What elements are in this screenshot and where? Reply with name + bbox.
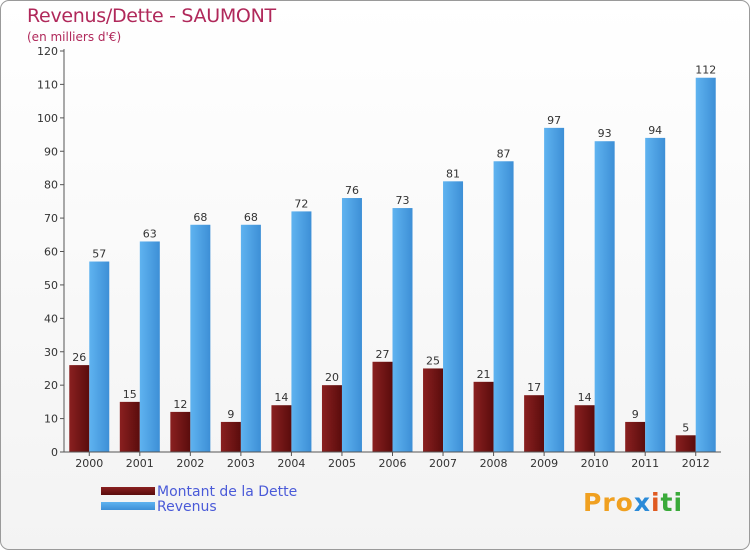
bar-revenus (594, 141, 615, 452)
bar-revenus (89, 261, 110, 452)
chart-title: Revenus/Dette - SAUMONT (27, 5, 276, 27)
data-label-dette: 27 (376, 348, 390, 361)
bar-dette (473, 381, 494, 452)
data-label-dette: 5 (682, 421, 689, 434)
y-tick-label: 100 (37, 112, 58, 125)
bar-revenus (291, 211, 312, 452)
bar-dette (119, 401, 140, 452)
data-label-dette: 12 (173, 398, 187, 411)
x-tick-label: 2012 (682, 457, 710, 470)
x-tick-label: 2000 (75, 457, 103, 470)
bar-revenus (392, 208, 413, 452)
data-label-revenus: 76 (345, 184, 359, 197)
y-tick-label: 30 (44, 346, 58, 359)
bar-revenus (341, 198, 362, 452)
data-label-revenus: 81 (446, 167, 460, 180)
bar-dette (69, 365, 90, 452)
data-label-revenus: 87 (497, 147, 511, 160)
legend-label-dette: Montant de la Dette (157, 484, 298, 500)
x-tick-label: 2008 (480, 457, 508, 470)
data-label-dette: 25 (426, 354, 440, 367)
y-tick-label: 40 (44, 312, 58, 325)
data-label-revenus: 97 (547, 114, 561, 127)
x-tick-label: 2005 (328, 457, 356, 470)
y-tick-label: 110 (37, 78, 58, 91)
bar-revenus (493, 161, 514, 452)
legend-swatch-dette (101, 487, 155, 495)
bar-revenus (645, 137, 666, 452)
bar-dette (220, 421, 241, 452)
y-tick-label: 50 (44, 279, 58, 292)
y-tick-label: 20 (44, 379, 58, 392)
x-tick-label: 2011 (631, 457, 659, 470)
bar-revenus (443, 181, 464, 452)
legend-item-dette: Montant de la Dette (101, 485, 297, 500)
bar-revenus (139, 241, 160, 452)
proxiti-logo: Proxiti (583, 488, 684, 517)
y-tick-label: 70 (44, 212, 58, 225)
bar-dette (625, 421, 646, 452)
bar-dette (574, 405, 595, 452)
x-tick-label: 2001 (126, 457, 154, 470)
data-label-revenus: 72 (294, 197, 308, 210)
y-tick-label: 10 (44, 413, 58, 426)
data-label-dette: 26 (72, 351, 86, 364)
y-tick-label: 0 (51, 446, 58, 459)
data-label-revenus: 94 (648, 124, 662, 137)
data-label-dette: 15 (123, 388, 137, 401)
data-label-dette: 9 (227, 408, 234, 421)
x-tick-label: 2003 (227, 457, 255, 470)
bar-dette (271, 405, 292, 452)
data-label-dette: 14 (274, 391, 288, 404)
bar-dette (321, 385, 342, 452)
chart-subtitle: (en milliers d'€) (27, 30, 122, 44)
bar-dette (372, 361, 393, 452)
legend-swatch-revenus (101, 502, 155, 510)
x-tick-label: 2004 (277, 457, 305, 470)
x-tick-label: 2009 (530, 457, 558, 470)
data-label-dette: 20 (325, 371, 339, 384)
y-tick-label: 60 (44, 246, 58, 259)
data-label-dette: 9 (632, 408, 639, 421)
bar-revenus (190, 224, 211, 452)
bar-dette (675, 435, 696, 452)
data-label-revenus: 57 (92, 248, 106, 261)
data-label-dette: 17 (527, 381, 541, 394)
legend: Montant de la Dette Revenus (101, 485, 297, 515)
y-tick-label: 80 (44, 179, 58, 192)
bar-revenus (240, 224, 261, 452)
data-label-dette: 21 (477, 368, 491, 381)
bar-dette (170, 411, 191, 452)
y-tick-label: 120 (37, 45, 58, 58)
data-label-revenus: 112 (695, 64, 716, 77)
data-label-revenus: 73 (396, 194, 410, 207)
legend-label-revenus: Revenus (157, 499, 217, 515)
data-label-revenus: 68 (193, 211, 207, 224)
x-tick-label: 2010 (581, 457, 609, 470)
legend-item-revenus: Revenus (101, 500, 297, 515)
data-label-revenus: 93 (598, 127, 612, 140)
y-tick-label: 90 (44, 145, 58, 158)
x-tick-label: 2006 (379, 457, 407, 470)
bar-revenus (695, 77, 716, 452)
x-tick-label: 2007 (429, 457, 457, 470)
bar-dette (524, 395, 545, 452)
data-label-revenus: 63 (143, 227, 157, 240)
bar-dette (423, 368, 444, 452)
data-label-revenus: 68 (244, 211, 258, 224)
x-tick-label: 2002 (176, 457, 204, 470)
bar-revenus (544, 127, 565, 452)
data-label-dette: 14 (578, 391, 592, 404)
